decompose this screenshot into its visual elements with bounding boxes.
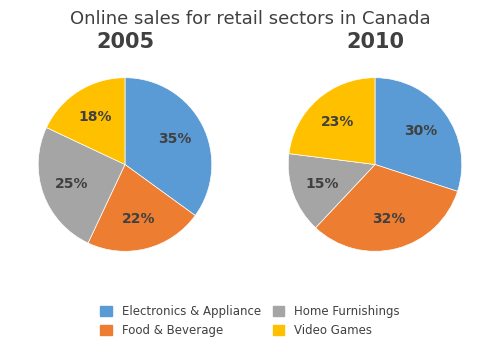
Wedge shape (125, 78, 212, 216)
Text: 15%: 15% (305, 177, 338, 191)
Wedge shape (88, 164, 195, 251)
Text: 18%: 18% (78, 110, 112, 124)
Text: 22%: 22% (122, 212, 156, 226)
Legend: Electronics & Appliance, Food & Beverage, Home Furnishings, Video Games: Electronics & Appliance, Food & Beverage… (97, 302, 403, 341)
Wedge shape (38, 127, 125, 243)
Wedge shape (288, 154, 375, 228)
Text: 32%: 32% (372, 212, 406, 226)
Wedge shape (46, 78, 125, 164)
Wedge shape (316, 164, 458, 251)
Text: 30%: 30% (404, 124, 438, 138)
Text: 25%: 25% (55, 177, 88, 191)
Text: 23%: 23% (321, 115, 354, 129)
Title: 2005: 2005 (96, 32, 154, 52)
Text: 35%: 35% (158, 132, 192, 146)
Wedge shape (289, 78, 375, 164)
Wedge shape (375, 78, 462, 191)
Title: 2010: 2010 (346, 32, 404, 52)
Text: Online sales for retail sectors in Canada: Online sales for retail sectors in Canad… (70, 10, 430, 28)
